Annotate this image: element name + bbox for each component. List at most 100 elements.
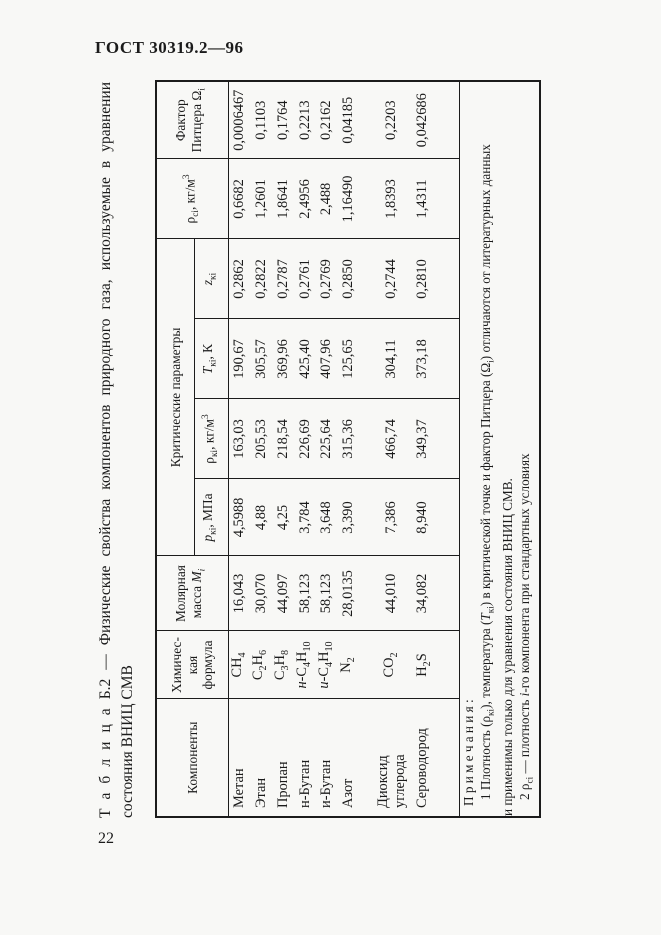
- cell-rho-critical: 315,36: [337, 399, 360, 479]
- cell-z-critical: 0,2862: [228, 238, 251, 319]
- cell-pitzer-factor: 0,0006467: [228, 80, 251, 159]
- cell-pitzer-factor: 0,042686: [413, 80, 460, 159]
- cell-t-critical: 304,11: [359, 319, 414, 399]
- cell-t-critical: 407,96: [316, 319, 338, 399]
- cell-z-critical: 0,2769: [316, 238, 338, 319]
- cell-rho-standard: 2,4956: [294, 158, 316, 239]
- cell-p-critical: 4,5988: [228, 479, 251, 556]
- cell-formula: Н2S: [413, 631, 460, 699]
- cell-component: Пропан: [272, 699, 295, 817]
- cell-molar-mass: 34,082: [413, 556, 460, 631]
- cell-pitzer-factor: 0,1764: [272, 80, 295, 159]
- col-header-z-critical: zкi: [194, 238, 228, 319]
- col-header-t-critical: Ткi, К: [194, 319, 228, 399]
- table-row: и-Бутан и-С4Н10 58,123 3,648 225,64 407,…: [316, 80, 338, 817]
- cell-molar-mass: 28,0135: [337, 556, 360, 631]
- cell-rho-standard: 1,8641: [272, 158, 295, 239]
- cell-rho-standard: 2,488: [316, 158, 338, 239]
- cell-p-critical: 3,648: [316, 479, 338, 556]
- table-title: Т а б л и ц а Б.2 — Физические свойства …: [95, 82, 139, 818]
- col-header-rho-critical: ρкi, кг/м3: [194, 399, 228, 479]
- col-header-molar-mass: Молярная масса Мi: [156, 556, 228, 631]
- cell-rho-critical: 466,74: [359, 399, 414, 479]
- cell-component: Сероводород: [413, 699, 460, 817]
- cell-formula: N2: [337, 631, 360, 699]
- cell-formula: н-С4Н10: [294, 631, 316, 699]
- cell-p-critical: 4,88: [250, 479, 273, 556]
- table-row: Этан С2Н6 30,070 4,88 205,53 305,57 0,28…: [250, 80, 273, 817]
- cell-z-critical: 0,2761: [294, 238, 316, 319]
- cell-molar-mass: 16,043: [228, 556, 251, 631]
- table-row: Азот N2 28,0135 3,390 315,36 125,65 0,28…: [337, 80, 360, 817]
- cell-rho-critical: 226,69: [294, 399, 316, 479]
- cell-pitzer-factor: 0,2162: [316, 80, 338, 159]
- cell-component: Метан: [228, 699, 251, 817]
- cell-pitzer-factor: 0,1103: [250, 80, 273, 159]
- table-title-line2: состояния ВНИЦ СМВ: [119, 665, 136, 818]
- col-header-p-critical: pкi, МПа: [194, 479, 228, 556]
- cell-z-critical: 0,2850: [337, 238, 360, 319]
- table-body: Метан СН4 16,043 4,5988 163,03 190,67 0,…: [228, 80, 460, 817]
- cell-p-critical: 4,25: [272, 479, 295, 556]
- col-header-formula: Химичес-кая формула: [156, 631, 228, 699]
- cell-component: Азот: [337, 699, 360, 817]
- cell-rho-critical: 205,53: [250, 399, 273, 479]
- table-notes: П р и м е ч а н и я : 1 Плотность (ρкi),…: [459, 80, 541, 817]
- table-row: Диоксид углерода СО2 44,010 7,386 466,74 …: [359, 80, 414, 817]
- cell-t-critical: 425,40: [294, 319, 316, 399]
- cell-formula: СН4: [228, 631, 251, 699]
- cell-t-critical: 125,65: [337, 319, 360, 399]
- cell-formula: С3Н8: [272, 631, 295, 699]
- table-row: Метан СН4 16,043 4,5988 163,03 190,67 0,…: [228, 80, 251, 817]
- notes-heading: П р и м е ч а н и я :: [460, 699, 476, 806]
- col-header-rho-c: ρсi, кг/м3: [156, 158, 228, 239]
- cell-formula: С2Н6: [250, 631, 273, 699]
- cell-p-critical: 3,390: [337, 479, 360, 556]
- properties-table: Компоненты Химичес-кая формула Молярная ма…: [155, 79, 542, 818]
- cell-formula: и-С4Н10: [316, 631, 338, 699]
- cell-rho-critical: 349,37: [413, 399, 460, 479]
- cell-z-critical: 0,2810: [413, 238, 460, 319]
- note-1: 1 Плотность (ρкi), температура (Ткi) в к…: [477, 144, 496, 800]
- cell-component: н-Бутан: [294, 699, 316, 817]
- cell-p-critical: 3,784: [294, 479, 316, 556]
- cell-molar-mass: 58,123: [294, 556, 316, 631]
- cell-molar-mass: 44,010: [359, 556, 414, 631]
- cell-rho-critical: 225,64: [316, 399, 338, 479]
- cell-t-critical: 190,67: [228, 319, 251, 399]
- table-row: н-Бутан н-С4Н10 58,123 3,784 226,69 425,…: [294, 80, 316, 817]
- note-2: 2 ρсi — плотность i-го компонента при ст…: [517, 453, 536, 800]
- cell-p-critical: 7,386: [359, 479, 414, 556]
- cell-molar-mass: 30,070: [250, 556, 273, 631]
- cell-t-critical: 373,18: [413, 319, 460, 399]
- page-number: 22: [98, 830, 114, 847]
- cell-rho-critical: 163,03: [228, 399, 251, 479]
- table-title-line1: Т а б л и ц а Б.2 — Физические свойства …: [97, 82, 114, 818]
- note-1-continued: и применимы только для уравнения состоян…: [500, 478, 516, 816]
- cell-component: и-Бутан: [316, 699, 338, 817]
- cell-t-critical: 369,96: [272, 319, 295, 399]
- cell-molar-mass: 44,097: [272, 556, 295, 631]
- table-row: Пропан С3Н8 44,097 4,25 218,54 369,96 0,…: [272, 80, 295, 817]
- cell-rho-critical: 218,54: [272, 399, 295, 479]
- cell-p-critical: 8,940: [413, 479, 460, 556]
- cell-t-critical: 305,57: [250, 319, 273, 399]
- cell-rho-standard: 1,2601: [250, 158, 273, 239]
- cell-rho-standard: 0,6682: [228, 158, 251, 239]
- table-row: Сероводород Н2S 34,082 8,940 349,37 373,…: [413, 80, 460, 817]
- rotated-table-block: Т а б л и ц а Б.2 — Физические свойства …: [95, 79, 542, 818]
- col-header-critical-params: Критические параметры: [156, 238, 194, 556]
- cell-component: Этан: [250, 699, 273, 817]
- col-header-components: Компоненты: [156, 699, 228, 817]
- cell-rho-standard: 1,16490: [337, 158, 360, 239]
- col-header-pitzer: Фактор Питцера Ωi: [156, 80, 228, 159]
- cell-z-critical: 0,2744: [359, 238, 414, 319]
- doc-header: ГОСТ 30319.2—96: [95, 38, 244, 57]
- cell-rho-standard: 1,8393: [359, 158, 414, 239]
- cell-molar-mass: 58,123: [316, 556, 338, 631]
- cell-pitzer-factor: 0,2213: [294, 80, 316, 159]
- cell-rho-standard: 1,4311: [413, 158, 460, 239]
- cell-component: Диоксид углерода: [359, 699, 414, 817]
- cell-z-critical: 0,2822: [250, 238, 273, 319]
